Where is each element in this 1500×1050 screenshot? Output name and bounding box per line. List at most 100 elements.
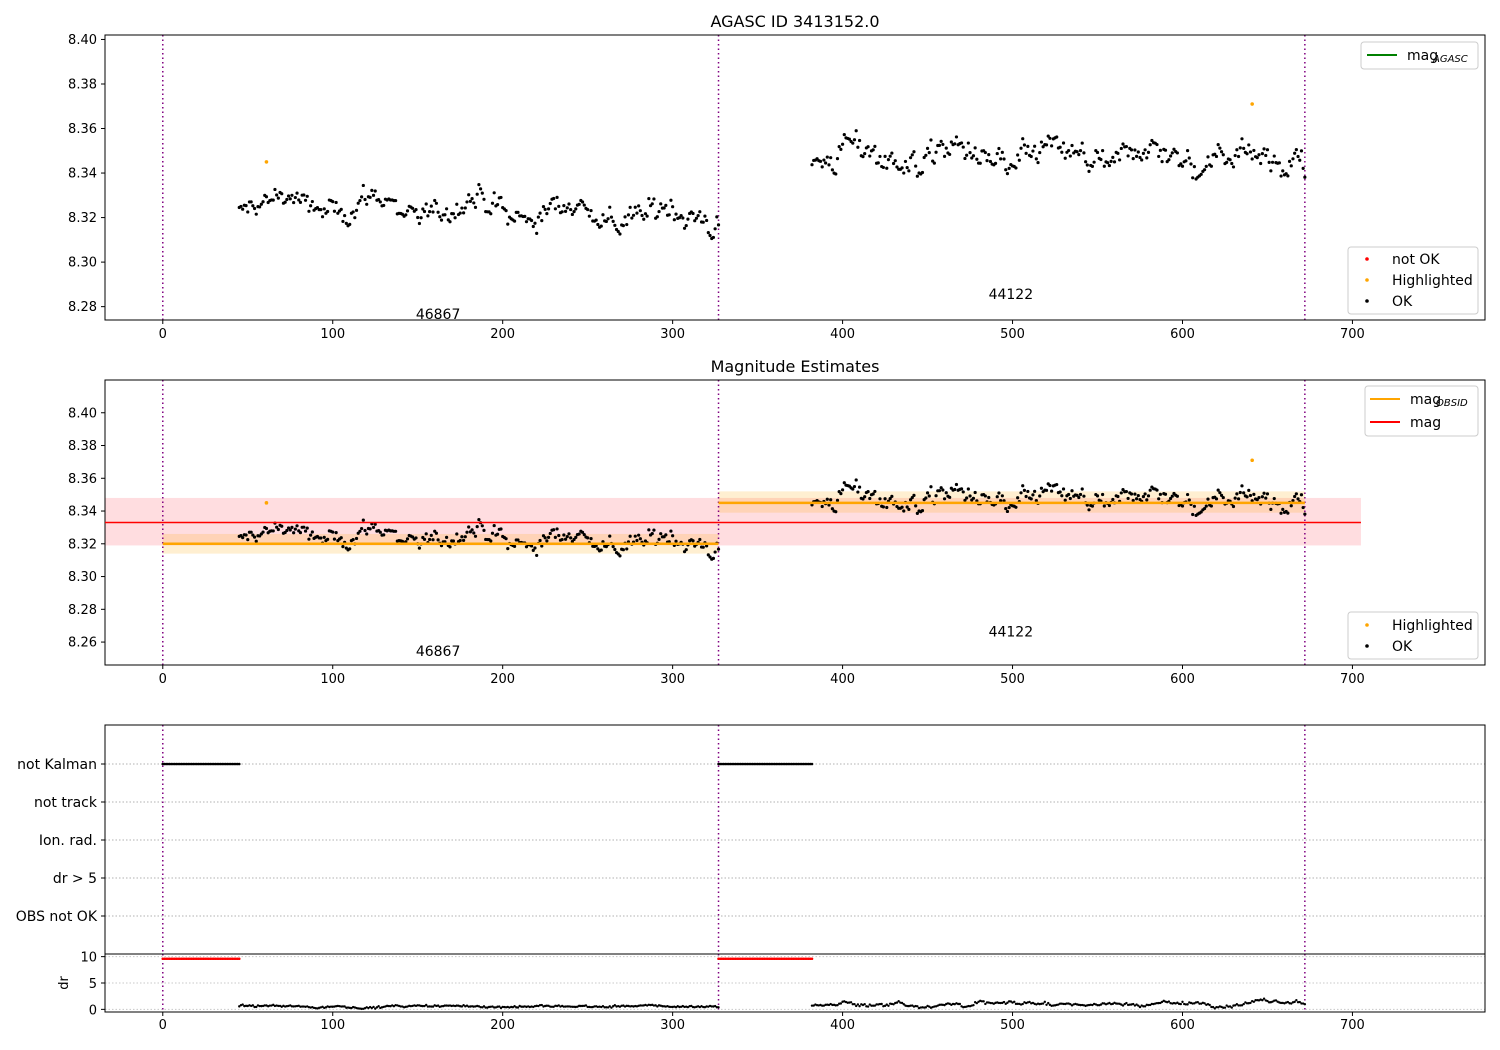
dr-point [460,1005,464,1008]
ok-point [343,213,347,218]
ok-point [458,538,462,543]
ok-point [1236,497,1241,501]
dr-point [1121,1004,1125,1007]
ok-point [1107,503,1112,508]
dr-point [1228,1005,1232,1008]
ok-point [1146,150,1151,154]
ok-point [271,198,275,202]
ok-point [1068,496,1072,501]
x-tick-label: 0 [159,327,167,342]
dr-point [492,1006,496,1009]
dr-point [550,1005,554,1009]
ok-point [953,142,957,146]
ok-point [490,201,495,205]
ok-point [1240,484,1244,488]
y-tick-label: 8.38 [68,439,97,454]
ok-point [458,211,462,215]
ok-point [1107,163,1112,168]
ok-point [541,205,546,209]
ok-point [254,212,258,216]
ok-point [902,171,906,175]
ok-point [339,207,343,212]
ok-point [1133,492,1137,496]
flag-row-label: not Kalman [17,757,97,773]
ok-point [937,489,942,493]
ok-point [1002,499,1006,503]
dr-point [1240,1004,1244,1007]
ok-point [895,165,899,169]
ok-point [667,540,671,544]
dr-point [1045,1003,1048,1006]
ok-point [424,202,428,206]
ok-point [829,498,833,502]
ok-point [307,537,311,541]
ok-point [461,538,466,542]
ok-point [939,486,943,490]
ok-point [1102,504,1106,508]
ok-point [1260,495,1264,499]
ok-point [1202,168,1207,172]
x-tick-label: 100 [320,672,345,687]
ok-point [241,207,245,211]
ok-point [1160,160,1164,164]
ok-point [589,208,593,213]
dr-point [690,1004,693,1008]
dr-point [710,1005,713,1008]
ok-point [504,209,508,213]
ok-point [567,202,571,206]
ok-point [535,231,539,235]
ok-point [1272,496,1276,501]
dr-point [902,1003,905,1006]
ok-point [1143,492,1147,496]
ok-point [377,198,381,202]
ok-point [671,205,675,209]
dr-point [1041,1002,1045,1005]
ok-point [1260,152,1264,156]
ok-point [307,209,311,213]
ok-point [939,139,943,143]
ok-point [1038,494,1042,498]
ok-point [363,197,367,202]
ok-point [370,188,374,193]
ok-point [1242,491,1246,495]
ok-point [305,194,309,198]
ok-point [280,192,284,196]
ok-point [1063,498,1067,502]
ok-point [543,536,547,540]
ok-point [927,494,931,498]
ok-point [626,213,631,217]
dr-point [1108,1001,1111,1005]
ok-point [1099,157,1103,162]
ok-point [1126,154,1130,158]
dr-point [498,1005,501,1008]
ok-point [708,233,712,238]
ok-point [625,547,629,551]
ok-point [927,150,931,155]
ok-point [1294,148,1298,152]
ok-point [885,505,889,510]
ok-point [1039,140,1044,144]
ok-point [465,530,469,534]
ok-point [276,527,280,532]
y-tick-label: 8.28 [68,300,97,315]
ok-point [903,159,908,164]
ok-point [1102,164,1106,168]
ok-point [562,204,566,208]
legend-label: mag [1410,415,1441,431]
ok-point [422,537,427,541]
y-tick-label: 8.30 [68,256,97,271]
ok-point [1163,492,1168,496]
dr-point [956,1002,960,1006]
dr-point [343,1005,346,1008]
ok-point [1264,496,1268,500]
ok-point [934,150,938,154]
ok-point [1252,492,1256,496]
ok-point [555,195,559,199]
axes-frame [104,34,1486,321]
ok-point [1112,160,1117,164]
ok-point [252,535,257,539]
legend-lower: not OK Highlighted OK [1347,246,1479,315]
x-tick-label: 500 [1000,672,1025,687]
ok-point [1269,169,1273,173]
ok-point [1000,150,1004,154]
